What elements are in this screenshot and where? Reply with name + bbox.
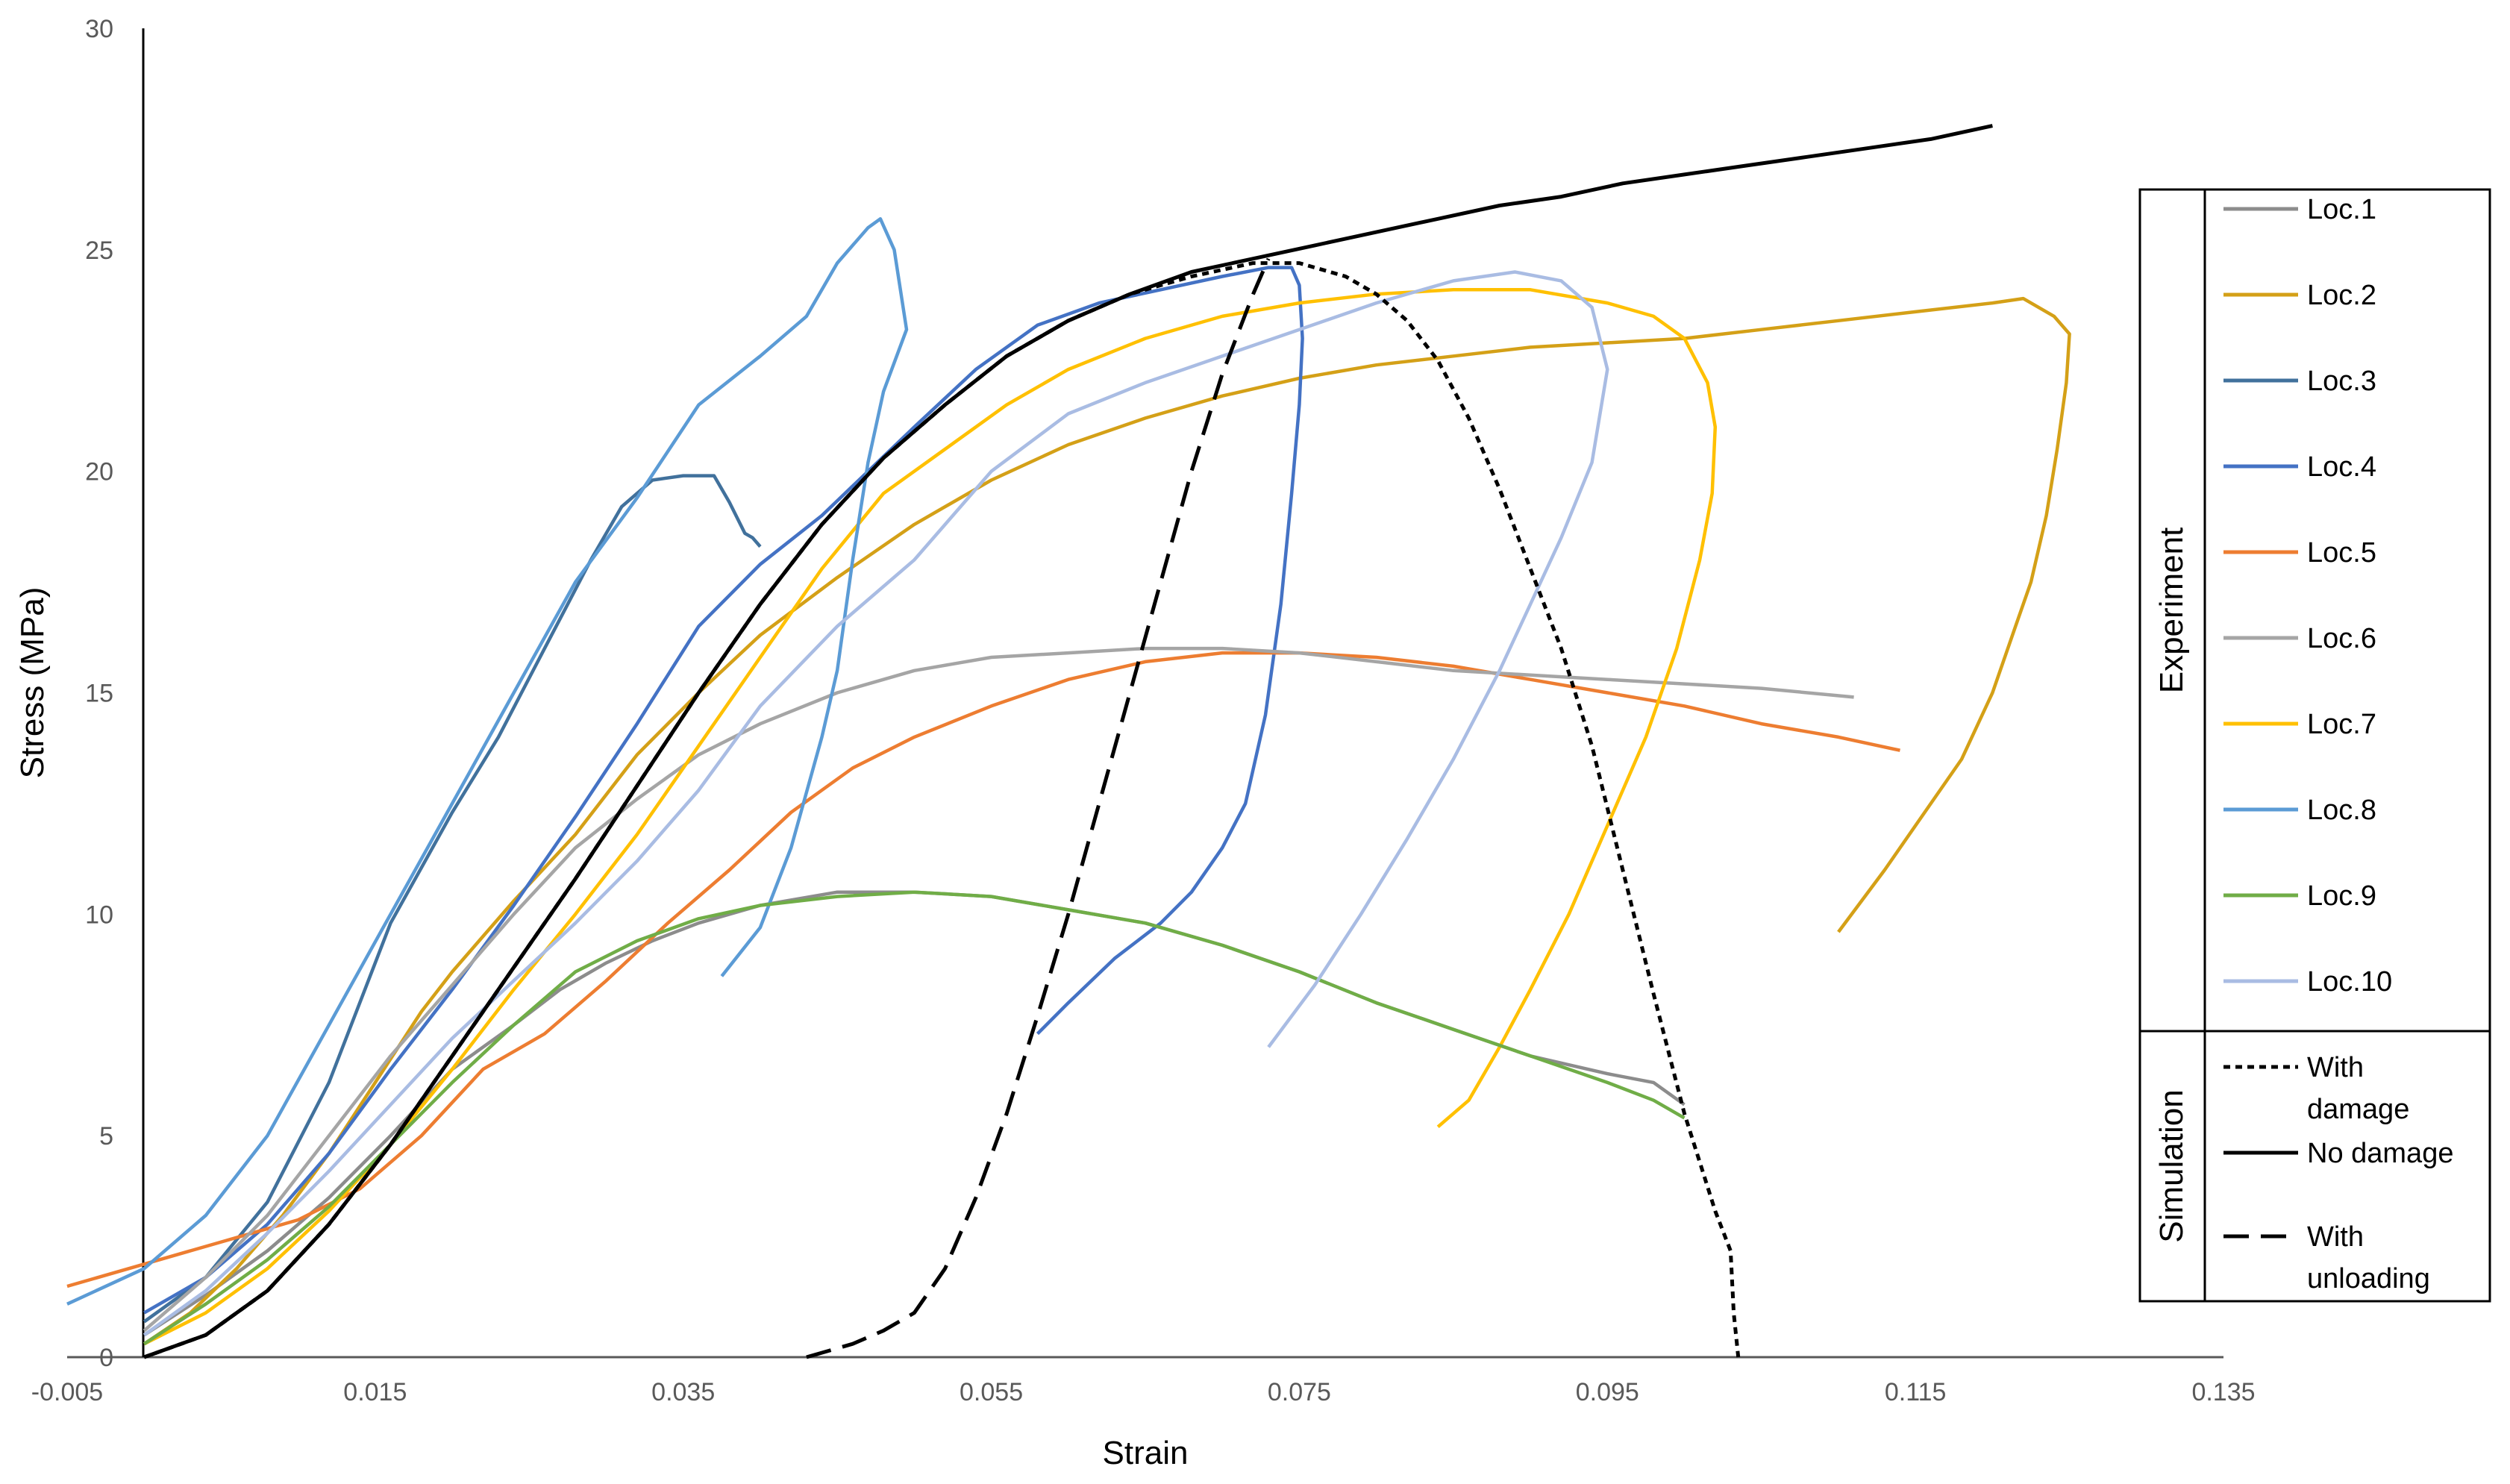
y-tick-label: 20	[85, 458, 113, 486]
legend-label: Loc.10	[2307, 966, 2392, 998]
legend-label: Loc.7	[2307, 709, 2376, 740]
y-tick-label: 0	[99, 1344, 113, 1372]
series-layer	[66, 124, 2071, 1359]
x-tick-label: 0.055	[960, 1378, 1023, 1406]
legend-label: Loc.8	[2307, 795, 2376, 826]
y-tick-label: 15	[85, 680, 113, 708]
axes: -0.005 0.015 0.035 0.055 0.075 0.095 0.115 0.13…	[31, 15, 2256, 1406]
legend-label: Loc.5	[2307, 537, 2376, 569]
legend-label: Loc.1	[2307, 194, 2376, 225]
y-axis-title: Stress (MPa)	[14, 587, 51, 779]
legend-label: Loc.9	[2307, 880, 2376, 912]
legend-label: No damage	[2307, 1138, 2453, 1169]
y-tick-label: 25	[85, 237, 113, 265]
x-tick-label: 0.115	[1885, 1378, 1947, 1406]
legend-label: Loc.4	[2307, 451, 2376, 483]
legend-group-experiment: Experiment	[2153, 527, 2190, 694]
x-tick-label: 0.095	[1576, 1378, 1639, 1406]
series-line-with-unloading	[806, 257, 1271, 1359]
legend-label: Loc.2	[2307, 280, 2376, 311]
x-tick-label: 0.135	[2191, 1378, 2255, 1406]
legend-label: Loc.6	[2307, 623, 2376, 654]
series-line-loc-10	[143, 270, 1609, 1337]
legend-label: With damage	[2307, 1052, 2409, 1125]
y-tick-label: 30	[85, 15, 113, 43]
x-tick-label: -0.005	[31, 1378, 103, 1406]
x-tick-label: 0.035	[651, 1378, 715, 1406]
series-line-loc-6	[143, 646, 1854, 1333]
x-tick-label: 0.015	[343, 1378, 407, 1406]
legend-box	[2138, 188, 2491, 1303]
legend-label: Loc.3	[2307, 366, 2376, 397]
series-line-loc-2	[143, 296, 2071, 1346]
y-tick-label: 10	[85, 901, 113, 929]
series-line-no-damage	[143, 124, 1993, 1359]
x-tick-label: 0.075	[1268, 1378, 1331, 1406]
series-line-loc-7	[143, 288, 1718, 1346]
legend-label: With unloading	[2307, 1221, 2430, 1294]
legend: Experiment Simulation Loc.1 Loc.2 Loc.3 Loc.4…	[2138, 188, 2491, 1303]
series-line-loc-8	[66, 217, 909, 1306]
series-line-loc-5	[66, 651, 1900, 1289]
x-axis-title: Strain	[1103, 1435, 1189, 1471]
legend-group-simulation: Simulation	[2153, 1089, 2190, 1242]
y-tick-label: 5	[99, 1122, 113, 1150]
